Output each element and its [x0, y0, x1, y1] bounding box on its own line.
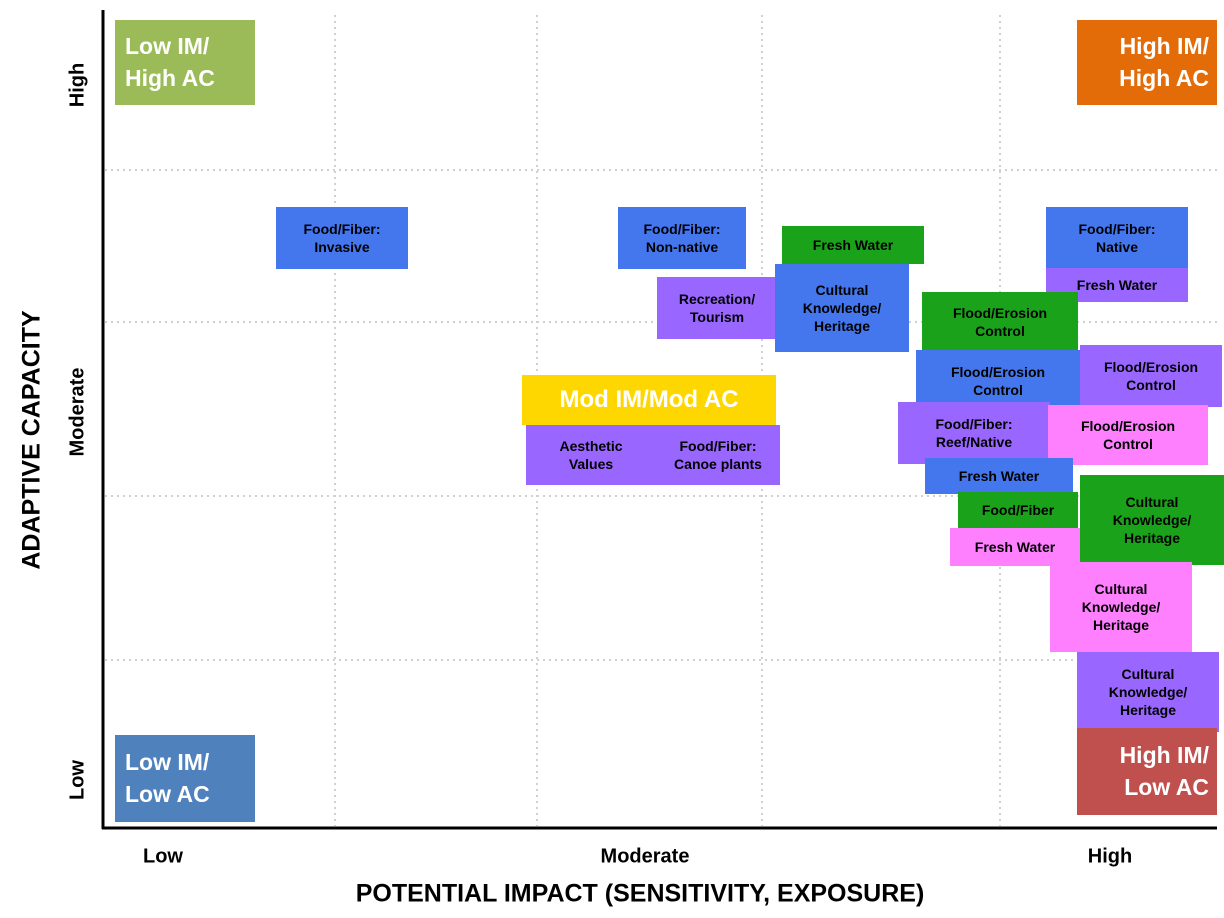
item-box: Food/Fiber: Reef/Native: [898, 402, 1050, 464]
item-box: Fresh Water: [1046, 268, 1188, 302]
box-label: Control: [975, 323, 1025, 339]
box-label: Heritage: [813, 318, 871, 335]
box-label: High IM/: [1119, 742, 1209, 769]
item-box: Recreation/Tourism: [657, 277, 777, 339]
box-label: Aesthetic: [559, 437, 623, 454]
box-label: Fresh Water: [974, 538, 1056, 555]
x-axis-title: POTENTIAL IMPACT (SENSITIVITY, EXPOSURE): [355, 879, 925, 908]
box-label: Control: [1126, 377, 1176, 393]
item-box: Food/Fiber: [958, 492, 1078, 528]
box-label: Recreation/: [678, 290, 756, 307]
box-label: Fresh Water: [1076, 276, 1158, 293]
box-label: Mod IM/Mod AC: [559, 386, 739, 414]
item-box: Food/Fiber: Non-native: [618, 207, 746, 269]
box-label: Knowledge/: [1081, 598, 1161, 615]
box-label: Flood/Erosion: [950, 363, 1046, 380]
box-label: Low AC: [125, 780, 210, 807]
box-label: Values: [568, 456, 614, 472]
box-label: Food/Fiber: [981, 501, 1055, 518]
y-tick-label: High: [66, 62, 89, 108]
box-label: Non-native: [645, 239, 719, 255]
item-box: Flood/Erosion Control: [1080, 345, 1222, 407]
box-label: Knowledge/: [1108, 683, 1188, 700]
box-label: Cultural: [1121, 665, 1175, 682]
quadrant-box: Low IM/High AC: [115, 20, 255, 105]
quadrant-box: Low IM/Low AC: [115, 735, 255, 822]
box-label: Native: [1095, 239, 1139, 255]
item-box: Food/Fiber: Invasive: [276, 207, 408, 269]
box-label: Reef/Native: [935, 434, 1013, 450]
box-label: Low IM/: [125, 33, 210, 60]
item-box: Flood/Erosion Control: [922, 292, 1078, 352]
item-box: Cultural Knowledge/Heritage: [775, 264, 909, 352]
box-label: High IM/: [1119, 33, 1209, 60]
item-box: Flood/Erosion Control: [1048, 405, 1208, 465]
item-box: Cultural Knowledge/Heritage: [1080, 475, 1224, 565]
item-box: Food/Fiber: Canoe plants: [656, 425, 780, 485]
quadrant-box: High IM/Low AC: [1077, 728, 1217, 815]
box-label: Flood/Erosion: [952, 304, 1048, 321]
box-label: Cultural: [815, 281, 869, 298]
box-label: Canoe plants: [674, 456, 762, 472]
box-label: High AC: [125, 64, 215, 91]
box-label: Heritage: [1123, 530, 1181, 547]
item-box: Aesthetic Values: [526, 425, 656, 485]
box-label: Food/Fiber:: [643, 220, 721, 237]
item-box: Flood/Erosion Control: [916, 350, 1080, 412]
box-label: Fresh Water: [958, 467, 1040, 484]
x-tick-label: Moderate: [600, 845, 690, 868]
box-label: Knowledge/: [1112, 511, 1192, 528]
box-label: Control: [1103, 436, 1153, 452]
box-label: Food/Fiber:: [1078, 220, 1156, 237]
box-label: Heritage: [1119, 702, 1177, 719]
box-label: Low IM/: [125, 749, 210, 776]
box-label: Heritage: [1092, 617, 1150, 634]
item-box: Fresh Water: [925, 458, 1073, 494]
x-tick-label: High: [1087, 845, 1133, 868]
box-label: Control: [973, 382, 1023, 398]
box-label: Fresh Water: [812, 236, 894, 253]
box-label: High AC: [1119, 64, 1209, 91]
box-label: Low AC: [1124, 773, 1209, 800]
box-label: Food/Fiber:: [935, 415, 1013, 432]
x-tick-label: Low: [143, 845, 183, 868]
box-label: Food/Fiber:: [679, 437, 757, 454]
item-box: Cultural Knowledge/Heritage: [1050, 562, 1192, 652]
y-tick-label: Moderate: [66, 367, 89, 457]
box-label: Cultural: [1125, 493, 1179, 510]
quadrant-box: High IM/High AC: [1077, 20, 1217, 105]
box-label: Invasive: [314, 239, 370, 255]
box-label: Flood/Erosion: [1103, 358, 1199, 375]
y-tick-label: Low: [66, 760, 89, 800]
box-label: Food/Fiber:: [303, 220, 381, 237]
quadrant-box: Mod IM/Mod AC: [522, 375, 776, 425]
box-label: Tourism: [689, 309, 745, 325]
item-box: Fresh Water: [782, 226, 924, 264]
box-label: Knowledge/: [802, 299, 882, 316]
item-box: Food/Fiber: Native: [1046, 207, 1188, 269]
item-box: Fresh Water: [950, 528, 1080, 566]
y-axis-title: ADAPTIVE CAPACITY: [17, 310, 46, 570]
box-label: Flood/Erosion: [1080, 417, 1176, 434]
item-box: Cultural Knowledge/Heritage: [1077, 652, 1219, 732]
box-label: Cultural: [1094, 580, 1148, 597]
